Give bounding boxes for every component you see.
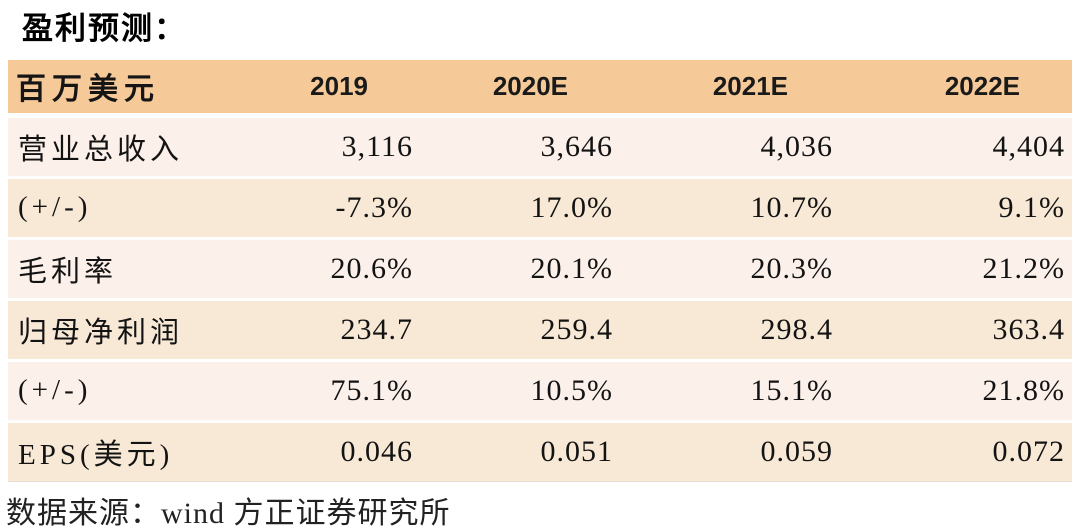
cell-value: 10.5% [420, 358, 620, 422]
cell-value: 234.7 [280, 297, 420, 361]
cell-value: -7.3% [280, 175, 420, 239]
cell-value: 20.6% [280, 236, 420, 300]
column-header-2019: 2019 [280, 59, 420, 118]
cell-value: 15.1% [620, 358, 840, 422]
table-row: 归母净利润 234.7 259.4 298.4 363.4 [8, 297, 1072, 361]
table-row: 营业总收入 3,116 3,646 4,036 4,404 [8, 115, 1072, 178]
row-label: (+/-) [8, 358, 280, 422]
table-row: (+/-) -7.3% 17.0% 10.7% 9.1% [8, 175, 1072, 239]
page-title: 盈利预测： [22, 11, 187, 46]
table-row: EPS(美元) 0.046 0.051 0.059 0.072 [8, 419, 1072, 482]
table-row: (+/-) 75.1% 10.5% 15.1% 21.8% [8, 358, 1072, 422]
cell-value: 20.3% [620, 236, 840, 300]
cell-value: 259.4 [420, 297, 620, 361]
cell-value: 21.2% [840, 236, 1072, 300]
cell-value: 3,116 [280, 115, 420, 178]
cell-value: 10.7% [620, 175, 840, 239]
data-source-note: 数据来源：wind 方正证券研究所 [6, 496, 451, 530]
table-header-row: 百万美元 2019 2020E 2021E 2022E [8, 59, 1072, 118]
profit-forecast-table: 百万美元 2019 2020E 2021E 2022E 营业总收入 3,116 … [8, 59, 1072, 482]
row-label: (+/-) [8, 175, 280, 239]
column-header-2022e: 2022E [840, 59, 1072, 118]
row-label: EPS(美元) [8, 419, 280, 482]
cell-value: 20.1% [420, 236, 620, 300]
cell-value: 9.1% [840, 175, 1072, 239]
unit-header: 百万美元 [8, 59, 280, 118]
cell-value: 21.8% [840, 358, 1072, 422]
cell-value: 0.051 [420, 419, 620, 482]
cell-value: 363.4 [840, 297, 1072, 361]
cell-value: 0.059 [620, 419, 840, 482]
row-label: 营业总收入 [8, 115, 280, 178]
cell-value: 298.4 [620, 297, 840, 361]
table-row: 毛利率 20.6% 20.1% 20.3% 21.2% [8, 236, 1072, 300]
cell-value: 3,646 [420, 115, 620, 178]
row-label: 归母净利润 [8, 297, 280, 361]
column-header-2021e: 2021E [620, 59, 840, 118]
column-header-2020e: 2020E [420, 59, 620, 118]
cell-value: 0.046 [280, 419, 420, 482]
cell-value: 17.0% [420, 175, 620, 239]
row-label: 毛利率 [8, 236, 280, 300]
cell-value: 4,404 [840, 115, 1072, 178]
cell-value: 75.1% [280, 358, 420, 422]
cell-value: 4,036 [620, 115, 840, 178]
cell-value: 0.072 [840, 419, 1072, 482]
